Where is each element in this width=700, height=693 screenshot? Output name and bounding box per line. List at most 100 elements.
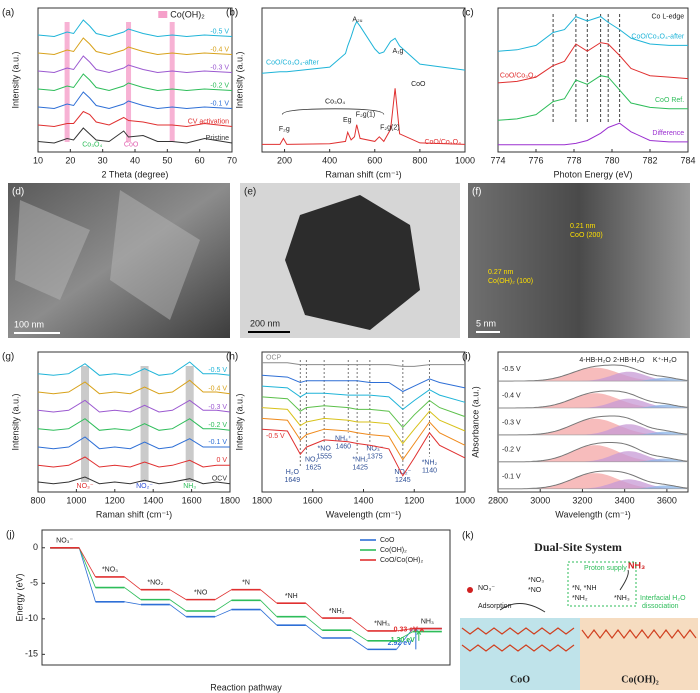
y-tick-label: 0: [33, 542, 38, 552]
hrtem-image: [468, 183, 690, 338]
y-tick-label: -5: [30, 578, 38, 588]
row-label: -0.2 V: [502, 447, 521, 454]
series-label: -0.3 V: [210, 64, 229, 71]
step-label: NO₃⁻: [56, 538, 73, 545]
connector: [350, 629, 368, 642]
fit-component: [498, 424, 688, 435]
series-label: CoO/Co₃O₄-after: [631, 34, 684, 41]
connector: [169, 599, 187, 612]
panel-label: (j): [6, 530, 15, 541]
connector: [305, 616, 323, 631]
barrier-label: 1.30 eV: [391, 637, 415, 644]
connector: [124, 601, 141, 605]
x-tick-label: 600: [367, 155, 382, 165]
peak-label: *NH₂: [422, 459, 438, 466]
lattice-label: CoO (200): [570, 232, 603, 239]
plot-frame: [497, 351, 689, 493]
reactant: NO₃⁻: [478, 585, 495, 592]
fit-component: [498, 393, 688, 408]
x-tick-label: 778: [566, 155, 581, 165]
panel-label: (b): [226, 8, 238, 19]
x-tick-label: 782: [642, 155, 657, 165]
y-tick-label: -10: [25, 613, 38, 623]
spectrum: [37, 37, 233, 56]
plot-frame: [37, 351, 231, 493]
x-axis-label: Wavelength (cm⁻¹): [326, 509, 401, 519]
plot-frame: [41, 529, 451, 666]
band: [169, 22, 175, 142]
spectrum: [37, 456, 230, 468]
peak-value: 1555: [316, 453, 332, 460]
y-axis-label: Absorbance (a.u.): [470, 386, 480, 458]
plot-frame: [261, 7, 466, 153]
row-label: -0.4 V: [502, 393, 521, 400]
connector: [78, 547, 96, 602]
series-label: CoO/Co₃O₄: [424, 139, 461, 146]
fit-component: [498, 431, 688, 435]
component-label: 2-HB-H₂O: [613, 357, 645, 364]
panel-label: (k): [462, 531, 474, 542]
peak-value: 1649: [285, 477, 301, 484]
left-site: CoO: [510, 674, 530, 685]
panel-label: (e): [244, 187, 256, 198]
series-label: -0.1 V: [208, 439, 227, 446]
x-tick-label: 1400: [353, 495, 373, 505]
x-axis-label: 2 Theta (degree): [102, 169, 169, 179]
row-label: -0.1 V: [502, 473, 521, 480]
connector: [396, 628, 413, 632]
spectrum: [261, 417, 466, 461]
annotation: Co₃O₄: [82, 142, 102, 149]
intermediate: *NH₃: [614, 595, 630, 602]
annotation: Co L-edge: [651, 13, 684, 20]
annotation: A₂ᵤ: [352, 16, 362, 23]
panel-label: (a): [2, 8, 14, 19]
panel-label: (g): [2, 352, 14, 363]
spectrum: [261, 396, 466, 429]
series-label: Difference: [652, 130, 684, 137]
arrow: [499, 569, 629, 613]
series-label: OCP: [266, 354, 282, 361]
y-tick-label: -15: [25, 649, 38, 659]
x-tick-label: 1000: [455, 155, 475, 165]
peak-value: 1375: [367, 453, 383, 460]
y-axis-label: Intensity (a.u.): [234, 51, 244, 108]
spectrum: [497, 42, 689, 84]
annotation: Co₃O₄: [325, 98, 345, 105]
connector: [78, 547, 96, 578]
x-tick-label: 3000: [530, 495, 550, 505]
sem-texture: [15, 190, 200, 320]
molecule: [467, 587, 473, 593]
x-tick-label: 800: [412, 155, 427, 165]
brace: [281, 108, 385, 115]
peak-value: 1245: [395, 477, 411, 484]
connector: [396, 628, 414, 650]
x-tick-label: 1800: [220, 495, 240, 505]
connector: [260, 609, 278, 626]
annotation: F₂g(1): [356, 111, 375, 118]
x-axis-label: Wavelength (cm⁻¹): [555, 509, 630, 519]
panel-label: (h): [226, 352, 238, 363]
spectrum: [262, 88, 466, 145]
connector: [260, 589, 278, 604]
peak-label: *NH₂: [352, 457, 368, 464]
scale-bar-label: 5 nm: [476, 318, 496, 328]
peak-label: *NO: [318, 445, 332, 452]
spectrum: [37, 110, 233, 128]
spectrum: [37, 73, 233, 92]
connector: [215, 609, 232, 618]
intermediate: *NH₂: [572, 595, 588, 602]
spectrum: [37, 476, 231, 485]
scale-bar-label: 200 nm: [250, 318, 280, 328]
series-label: CoO/Co₃O₄-after: [266, 60, 319, 67]
series-label: CV activation: [188, 118, 229, 125]
annotation: NH₃: [183, 483, 196, 490]
x-tick-label: 40: [130, 155, 140, 165]
step-label: Adsorption: [478, 603, 512, 610]
x-tick-label: 784: [680, 155, 695, 165]
total-fit: [498, 470, 689, 490]
x-tick-label: 1800: [252, 495, 272, 505]
step-label: *NO₃: [102, 567, 118, 574]
panel-label: (f): [472, 187, 481, 198]
connector: [260, 600, 278, 617]
